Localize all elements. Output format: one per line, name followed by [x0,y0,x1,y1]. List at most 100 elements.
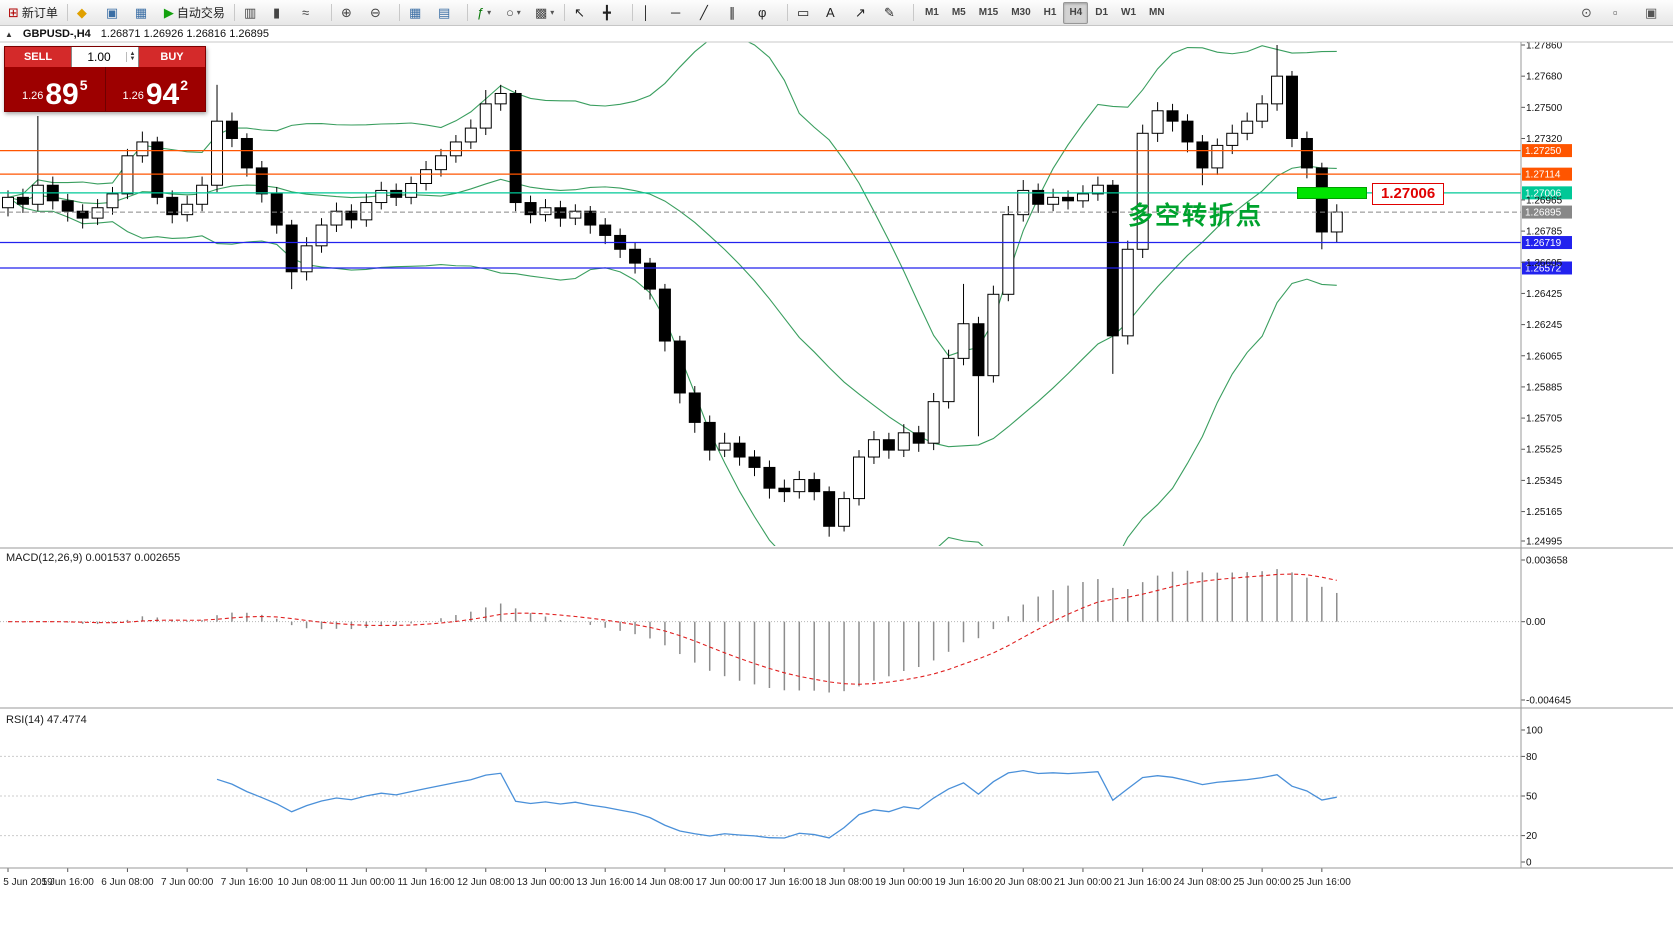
toolbar-separator [786,4,788,21]
trendline-icon[interactable]: ╱ [696,2,724,24]
tile-windows-icon[interactable]: ▦ [405,2,433,24]
line-chart-icon[interactable]: ≈ [298,2,326,24]
toolbar-separator [912,4,914,21]
lot-size-input[interactable]: 1.00 [87,50,111,64]
candlestick-chart-icon[interactable]: ▮ [269,2,297,24]
candle [240,137,253,169]
svg-text:1.26719: 1.26719 [1525,238,1562,249]
rsi-indicator-label: RSI(14) 47.4774 [6,714,87,726]
templates-icon: ▩ [534,5,548,20]
candle [106,193,119,209]
buy-price-big: 94 [145,77,180,111]
timeframe-w1[interactable]: W1 [1121,7,1137,18]
fibonacci-icon[interactable]: φ [754,2,782,24]
timeframe-m1[interactable]: M1 [924,7,939,18]
chevron-down-icon: ▾ [516,8,521,17]
buy-button[interactable]: BUY [139,47,205,67]
arrows-icon[interactable]: ↗ [851,2,879,24]
sell-price-prefix: 1.26 [21,90,44,102]
text-icon[interactable]: A [822,2,850,24]
candle [181,203,194,216]
timeframe-m30[interactable]: M30 [1011,7,1031,18]
bar-chart-icon[interactable]: ▥ [240,2,268,24]
svg-text:19 Jun 16:00: 19 Jun 16:00 [935,877,993,888]
svg-text:25 Jun 00:00: 25 Jun 00:00 [1233,877,1291,888]
sell-button[interactable]: SELL [5,47,71,67]
timeframe-m15[interactable]: M15 [978,7,999,18]
rsi-line [0,755,1521,839]
crosshair-icon: ╋ [602,5,611,20]
crosshair-icon[interactable]: ╋ [599,2,627,24]
svg-text:1.26425: 1.26425 [1526,289,1563,300]
candle [853,456,866,500]
timeframe-h1[interactable]: H1 [1043,7,1057,18]
price-callout-label[interactable]: 1.27006 [1372,183,1445,205]
horizontal-line-icon[interactable]: ─ [667,2,695,24]
highlight-rectangle[interactable] [1297,187,1367,199]
new-order-button[interactable]: ⊞ 新订单 [4,2,62,24]
collapse-chart-icon[interactable]: ▲ [5,29,13,39]
turning-point-annotation[interactable]: 多空转折点 [1128,202,1264,230]
candle [1241,120,1254,134]
candle [449,141,462,157]
svg-text:19 Jun 00:00: 19 Jun 00:00 [875,877,933,888]
candle [509,92,522,204]
toolbar-group: │ ─ ╱ ∥ φ [638,2,782,24]
auto-trading-button[interactable]: ▶ 自动交易 [160,2,229,24]
shapes-icon[interactable]: ▭ [793,2,821,24]
settings-icon[interactable]: ▣ [1641,2,1669,24]
vertical-line-icon[interactable]: │ [638,2,666,24]
templates-icon[interactable]: ▩ ▾ [531,2,559,24]
timeframe-mn[interactable]: MN [1149,7,1165,18]
svg-text:11 Jun 16:00: 11 Jun 16:00 [397,877,455,888]
draw-icon[interactable]: ✎ [880,2,908,24]
ohlc-values: 1.26871 1.26926 1.26816 1.26895 [100,28,269,40]
community-icon[interactable]: ◆ [73,2,101,24]
timeframe-d1[interactable]: D1 [1095,7,1109,18]
cascade-windows-icon[interactable]: ▤ [434,2,462,24]
toolbar-separator [398,4,400,21]
lot-up-icon[interactable]: ▲ [129,51,136,57]
periods-icon[interactable]: ○ ▾ [502,2,530,24]
equidistant-channel-icon[interactable]: ∥ [725,2,753,24]
svg-text:1.26245: 1.26245 [1526,320,1563,331]
timeframe-h4[interactable]: H4 [1063,1,1089,24]
zoom-in-icon[interactable]: ⊕ [337,2,365,24]
profiles-icon[interactable]: ▣ [102,2,130,24]
cursor-icon[interactable]: ↖ [570,2,598,24]
lot-down-icon[interactable]: ▼ [129,56,136,62]
candle [1181,120,1194,143]
buy-price[interactable]: 1.26 94 2 [106,67,206,111]
candle [2,196,14,209]
svg-text:7 Jun 00:00: 7 Jun 00:00 [161,877,214,888]
arrows-icon: ↗ [854,5,866,20]
data-window-icon[interactable]: ▦ [131,2,159,24]
svg-text:20: 20 [1526,831,1538,842]
candle [1076,193,1089,202]
search-icon[interactable]: ⊙ [1577,2,1605,24]
toolbar-separator [330,4,332,21]
price-tag [1522,205,1572,219]
candle [599,224,612,236]
macd-histogram [0,569,1521,693]
sell-price[interactable]: 1.26 89 5 [5,67,106,111]
candle [255,167,268,195]
indicators-icon[interactable]: ƒ ▾ [473,2,501,24]
candle [1062,196,1075,202]
timeframe-m5[interactable]: M5 [951,7,966,18]
svg-text:0.00: 0.00 [1526,617,1546,628]
candle [1121,248,1134,337]
buy-price-prefix: 1.26 [122,90,144,102]
zoom-out-icon[interactable]: ⊖ [366,2,394,24]
symbol-label: GBPUSD-,H4 [22,28,91,40]
panel-toggle-icon[interactable]: ▫ [1609,2,1637,24]
candle [1285,75,1298,139]
bar-chart-icon: ▥ [243,5,257,20]
candle [31,184,44,205]
svg-text:1.25705: 1.25705 [1526,414,1563,425]
draw-icon: ✎ [883,5,895,20]
trendline-icon: ╱ [699,5,708,20]
candle [823,491,836,527]
toolbar-group: ▦ ▤ [405,2,462,24]
